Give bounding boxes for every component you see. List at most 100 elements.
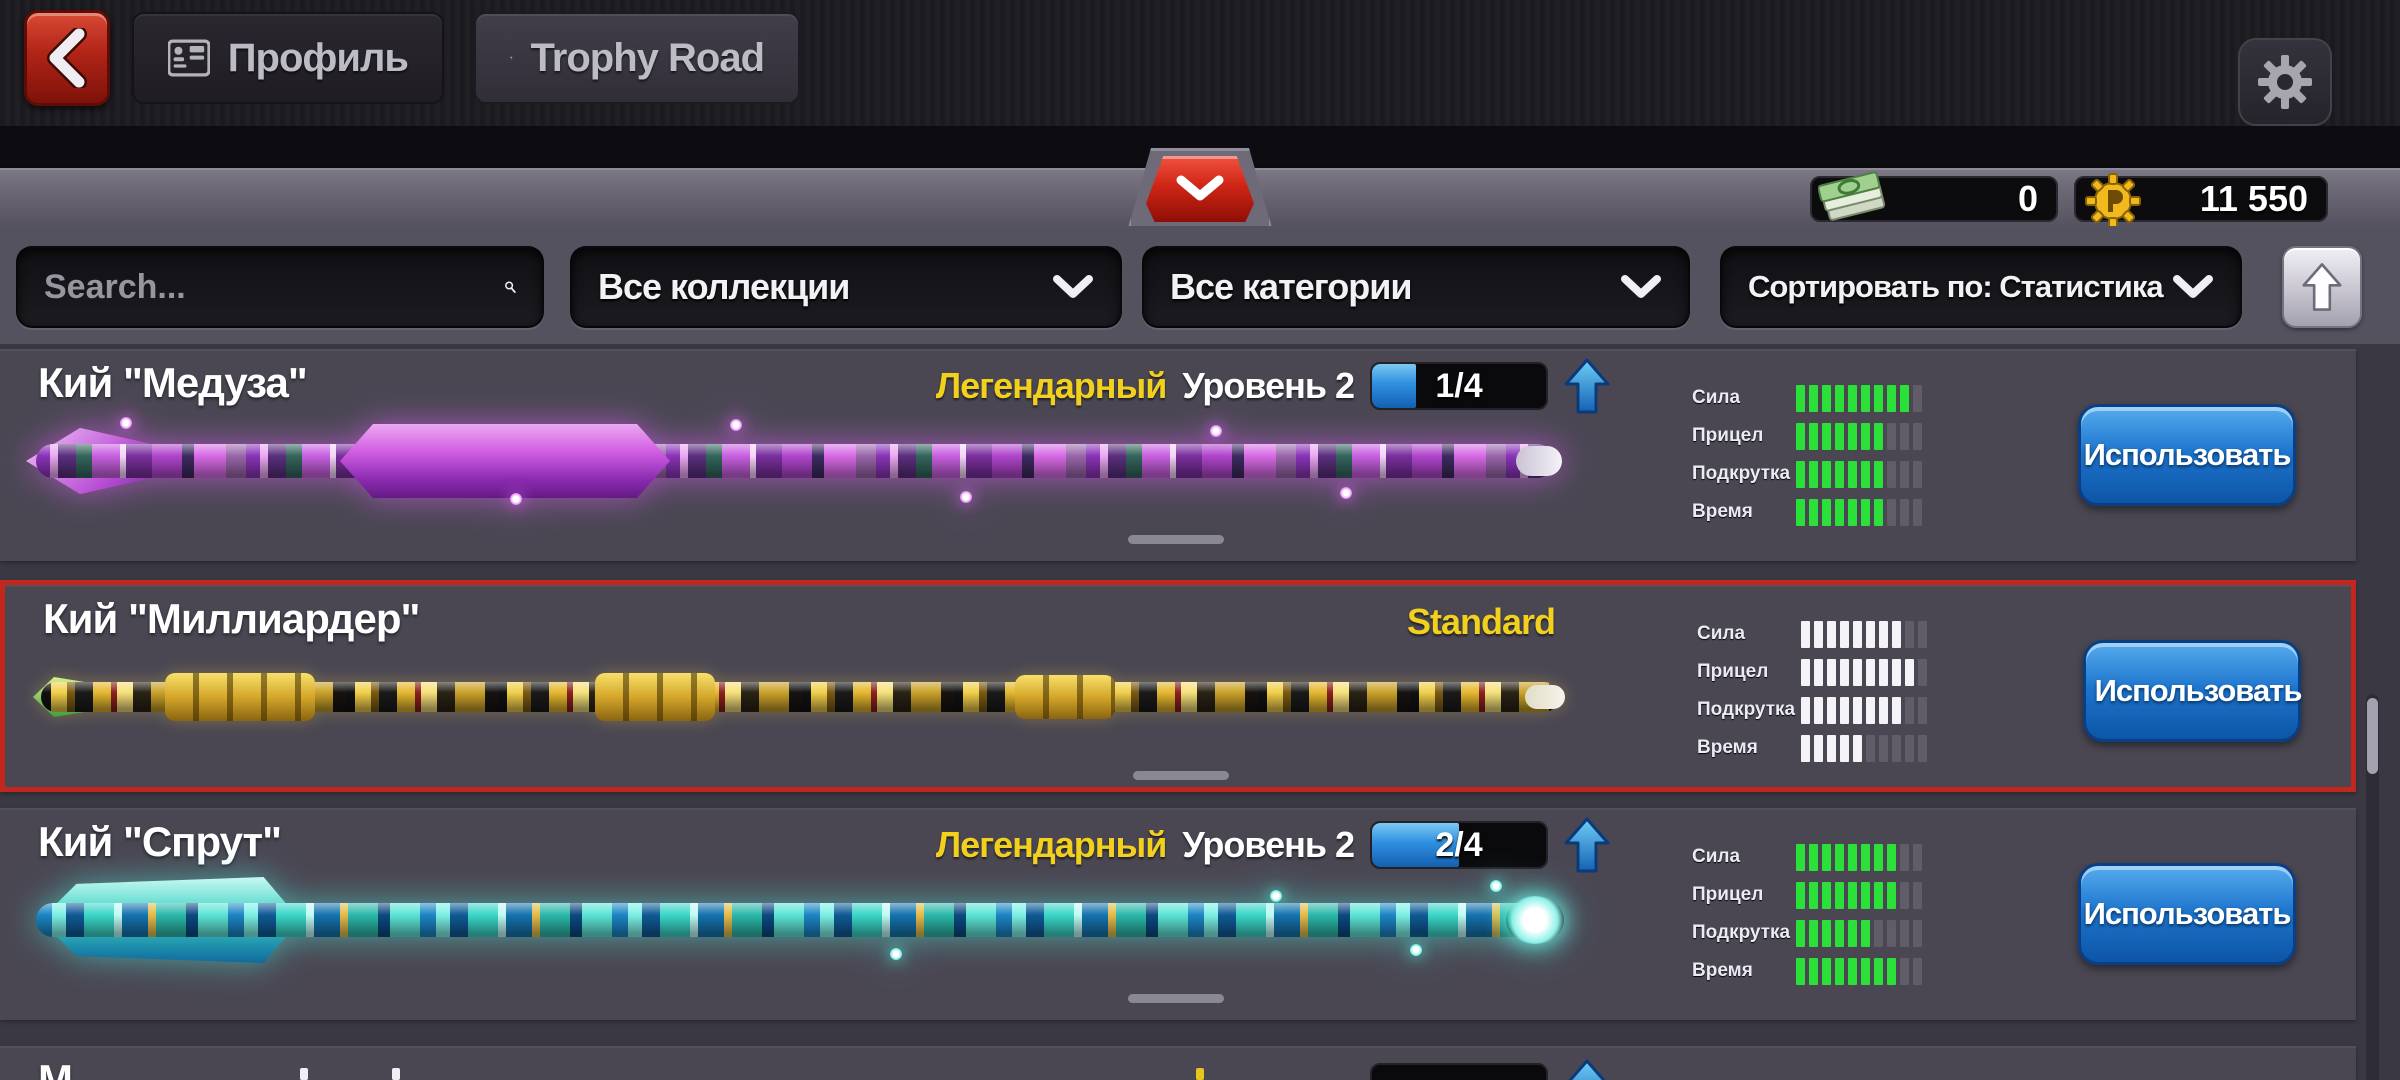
rarity-badge: Standard <box>1406 601 1556 642</box>
sort-dropdown-value: Сортировать по: Статистика <box>1748 269 2164 304</box>
trophy-icon <box>510 56 513 60</box>
id-card-icon <box>168 39 210 77</box>
use-button[interactable]: Использовать <box>2078 863 2296 965</box>
level-progress-label: 2/4 <box>1435 825 1483 864</box>
stat-meter <box>1801 658 1927 686</box>
cue-title: Кий "Медуза" <box>38 359 308 406</box>
categories-dropdown[interactable]: Все категории <box>1142 246 1690 328</box>
cue-image-meduza <box>26 411 1562 511</box>
settings-button[interactable] <box>2238 38 2332 126</box>
sort-dropdown[interactable]: Сортировать по: Статистика <box>1720 246 2242 328</box>
back-button[interactable] <box>24 10 110 106</box>
stat-meter <box>1796 384 1922 412</box>
stat-label: Прицел <box>1692 425 1764 446</box>
stat-label: Сила <box>1692 846 1741 867</box>
chevron-down-icon <box>1176 175 1224 201</box>
coins-amount: 11 550 <box>2199 178 2308 219</box>
cue-title: Кий "Спрут" <box>38 818 282 865</box>
level-progress-bar: 1/4 <box>1370 362 1548 410</box>
level-label: Уровень 2 <box>1182 365 1355 406</box>
stat-label: Время <box>1692 501 1753 522</box>
level-progress-fill <box>1372 364 1416 408</box>
cue-title: Кий "Миллиардер" <box>43 595 420 642</box>
chevron-down-icon <box>1053 275 1093 298</box>
tab-trophy-road[interactable]: Trophy Road <box>474 12 800 104</box>
stat-label: Прицел <box>1692 884 1764 905</box>
cash-icon <box>1818 171 1886 221</box>
chevron-down-icon <box>1621 275 1661 298</box>
stat-meter <box>1796 498 1922 526</box>
top-bar: Профиль Trophy Road <box>0 0 2400 126</box>
gear-icon <box>2258 55 2312 109</box>
level-progress-fill <box>1372 823 1459 867</box>
stat-meter <box>1796 422 1922 450</box>
cue-meta: Легендарный Уровень 2 2/4 <box>935 817 1610 873</box>
cue-row-partial[interactable]: М <box>0 1046 2356 1080</box>
collapse-button[interactable] <box>1146 156 1254 222</box>
cue-image-billionaire <box>33 647 1565 747</box>
stat-meter <box>1796 843 1922 871</box>
tab-profile-label: Профиль <box>227 35 409 80</box>
stat-label: Сила <box>1697 623 1746 644</box>
cue-image-sprut <box>30 870 1564 970</box>
level-progress-bar <box>1370 1063 1548 1080</box>
level-progress-bar: 2/4 <box>1370 821 1548 869</box>
tab-profile[interactable]: Профиль <box>132 12 444 104</box>
upgrade-arrow-icon[interactable] <box>1564 358 1610 414</box>
stat-label: Подкрутка <box>1697 699 1796 720</box>
level-label: Уровень 2 <box>1182 824 1355 865</box>
scroll-to-top-button[interactable] <box>2282 246 2362 328</box>
collections-dropdown-value: Все коллекции <box>598 266 850 307</box>
cue-row-sprut[interactable]: Кий "Спрут" Легендарный Уровень 2 2/4 <box>0 808 2356 1020</box>
row-handle <box>1128 535 1224 544</box>
tab-trophy-road-label: Trophy Road <box>530 35 765 80</box>
cue-row-meduza[interactable]: Кий "Медуза" Легендарный Уровень 2 1/4 <box>0 349 2356 561</box>
cash-balance[interactable]: 0 <box>1810 171 2058 222</box>
clipped-glyph <box>392 1068 400 1080</box>
pool-coin-icon <box>2085 173 2141 229</box>
upgrade-arrow-icon[interactable] <box>1564 1059 1610 1080</box>
stat-label: Прицел <box>1697 661 1769 682</box>
cue-meta: Standard <box>1406 595 1556 649</box>
chevron-down-icon <box>2173 275 2213 298</box>
cue-list: Кий "Медуза" Легендарный Уровень 2 1/4 <box>0 344 2400 1080</box>
row-handle <box>1133 771 1229 780</box>
stat-label: Сила <box>1692 387 1741 408</box>
coins-balance[interactable]: 11 550 <box>2074 173 2328 229</box>
search-icon <box>505 281 516 293</box>
row-handle <box>1128 994 1224 1003</box>
stat-meter <box>1801 620 1927 648</box>
search-field[interactable] <box>16 246 544 328</box>
search-input[interactable] <box>44 267 504 307</box>
stat-label: Время <box>1692 960 1753 981</box>
level-progress-label: 1/4 <box>1435 366 1483 405</box>
clipped-badge <box>1196 1068 1204 1080</box>
clipped-glyph <box>300 1068 308 1080</box>
stat-label: Подкрутка <box>1692 463 1791 484</box>
filter-bar: Все коллекции Все категории Сортировать … <box>0 226 2400 344</box>
arrow-up-icon <box>2302 263 2342 311</box>
stat-meter <box>1796 957 1922 985</box>
stat-meter <box>1801 734 1927 762</box>
rarity-badge: Легендарный <box>935 824 1168 865</box>
cue-row-billionaire[interactable]: Кий "Миллиардер" Standard Сила Прицел Подк… <box>0 580 2356 792</box>
stat-label: Подкрутка <box>1692 922 1791 943</box>
stat-meter <box>1796 881 1922 909</box>
cue-stats: Сила Прицел Подкрутка Время <box>1692 838 1922 990</box>
use-button[interactable]: Использовать <box>2083 640 2302 742</box>
stat-meter <box>1796 919 1922 947</box>
rarity-badge: Легендарный <box>935 365 1168 406</box>
stat-meter <box>1796 460 1922 488</box>
chevron-left-icon <box>47 28 87 88</box>
use-button[interactable]: Использовать <box>2078 404 2296 506</box>
cue-meta: Легендарный Уровень 2 1/4 <box>935 358 1610 414</box>
stat-label: Время <box>1697 737 1758 758</box>
scrollbar-thumb[interactable] <box>2367 698 2378 774</box>
currency-bar: 0 11 <box>0 148 2400 229</box>
collections-dropdown[interactable]: Все коллекции <box>570 246 1122 328</box>
scrollbar-track[interactable] <box>2366 694 2379 1080</box>
cash-amount: 0 <box>2017 178 2038 219</box>
categories-dropdown-value: Все категории <box>1170 266 1413 307</box>
upgrade-arrow-icon[interactable] <box>1564 817 1610 873</box>
